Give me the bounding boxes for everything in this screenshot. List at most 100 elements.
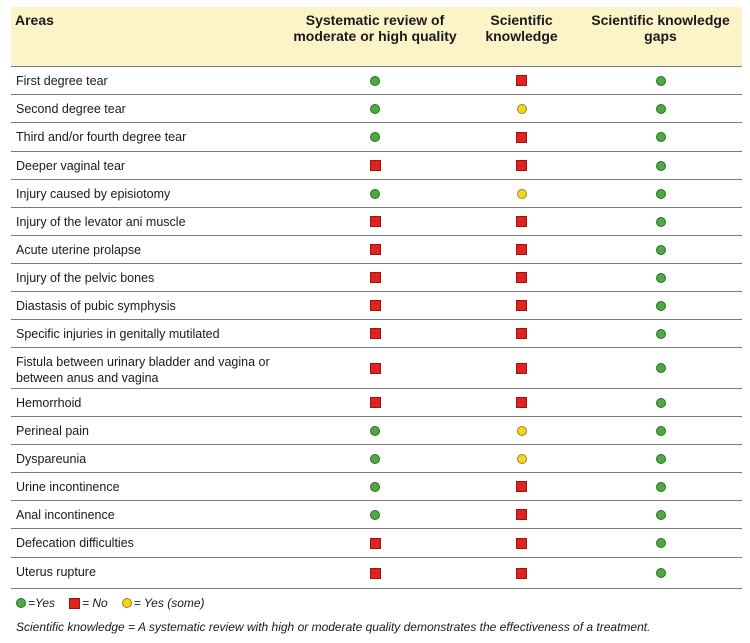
red-square-icon — [516, 244, 527, 255]
cell-systematic-review — [286, 67, 464, 94]
table-row: Injury caused by episiotomy — [11, 180, 742, 208]
table-row: Defecation difficulties — [11, 529, 742, 558]
cell-systematic-review — [286, 236, 464, 263]
row-area-label: Anal incontinence — [16, 508, 115, 522]
table-row: Perineal pain — [11, 417, 742, 445]
row-area-label: Perineal pain — [16, 424, 89, 438]
row-area-label: Fistula between urinary bladder and vagi… — [16, 355, 270, 385]
row-area-label: Diastasis of pubic symphysis — [16, 299, 176, 313]
green-circle-icon — [655, 328, 666, 339]
cell-scientific-knowledge — [464, 473, 579, 500]
green-circle-icon — [370, 509, 380, 520]
row-area-label: Acute uterine prolapse — [16, 243, 142, 257]
table-row: Acute uterine prolapse — [11, 236, 742, 264]
row-area-label: Urine incontinence — [16, 480, 120, 494]
cell-scientific-knowledge — [464, 264, 579, 291]
table-row: Specific injuries in genitally mutilated — [11, 320, 742, 348]
legend-yes-icon — [16, 598, 26, 608]
cell-knowledge-gaps — [579, 292, 742, 319]
cell-systematic-review — [286, 264, 464, 291]
table-row: Uterus rupture — [11, 558, 742, 589]
red-square-icon — [369, 216, 381, 227]
red-square-icon — [516, 481, 527, 492]
cell-knowledge-gaps — [579, 180, 742, 207]
red-square-icon — [516, 537, 527, 549]
row-area-label: Second degree tear — [16, 102, 126, 116]
green-circle-icon — [655, 397, 666, 408]
green-circle-icon — [370, 453, 380, 464]
cell-systematic-review — [286, 417, 464, 444]
red-square-icon — [369, 328, 381, 339]
header-knowledge-gaps: Scientific knowledge gaps — [591, 12, 730, 44]
cell-systematic-review — [286, 389, 464, 416]
cell-knowledge-gaps — [579, 320, 742, 347]
table-row: First degree tear — [11, 67, 742, 95]
cell-scientific-knowledge — [464, 389, 579, 416]
cell-scientific-knowledge — [464, 501, 579, 528]
cell-scientific-knowledge — [464, 152, 579, 179]
cell-systematic-review — [286, 348, 464, 388]
cell-systematic-review — [286, 445, 464, 472]
cell-knowledge-gaps — [579, 236, 742, 263]
green-circle-icon — [655, 244, 666, 255]
cell-systematic-review — [286, 208, 464, 235]
cell-knowledge-gaps — [579, 208, 742, 235]
red-square-icon — [369, 300, 381, 311]
legend-some-icon — [121, 598, 132, 608]
cell-knowledge-gaps — [579, 529, 742, 557]
table-row: Third and/or fourth degree tear — [11, 123, 742, 152]
green-circle-icon — [655, 132, 666, 142]
cell-knowledge-gaps — [579, 264, 742, 291]
cell-knowledge-gaps — [579, 417, 742, 444]
row-area-label: First degree tear — [16, 74, 108, 88]
header-areas: Areas — [15, 12, 54, 28]
cell-knowledge-gaps — [579, 95, 742, 122]
row-area-label: Third and/or fourth degree tear — [16, 130, 187, 144]
green-circle-icon — [655, 75, 666, 86]
red-square-icon — [369, 567, 381, 579]
footnote: Scientific knowledge = A systematic revi… — [16, 620, 651, 634]
cell-knowledge-gaps — [579, 67, 742, 94]
red-square-icon — [516, 509, 527, 520]
cell-scientific-knowledge — [464, 445, 579, 472]
table-row: Injury of the pelvic bones — [11, 264, 742, 292]
row-area-label: Hemorrhoid — [16, 396, 82, 410]
cell-systematic-review — [286, 180, 464, 207]
cell-systematic-review — [286, 152, 464, 179]
table-body: First degree tear Second degree tear Third… — [11, 67, 742, 589]
legend-some-label: = Yes (some) — [133, 596, 205, 610]
row-area-label: Injury caused by episiotomy — [16, 187, 171, 201]
green-circle-icon — [655, 453, 666, 464]
green-circle-icon — [655, 568, 666, 578]
red-square-icon — [369, 160, 381, 171]
table-row: Urine incontinence — [11, 473, 742, 501]
red-square-icon — [369, 397, 381, 408]
green-circle-icon — [655, 538, 666, 548]
row-area-label: Uterus rupture — [16, 565, 96, 579]
cell-systematic-review — [286, 529, 464, 557]
green-circle-icon — [370, 103, 380, 114]
cell-scientific-knowledge — [464, 292, 579, 319]
green-circle-icon — [655, 272, 666, 283]
yellow-circle-icon — [516, 453, 527, 464]
green-circle-icon — [655, 103, 666, 114]
red-square-icon — [516, 362, 527, 374]
red-square-icon — [516, 75, 527, 86]
cell-scientific-knowledge — [464, 123, 579, 151]
row-area-label: Defecation difficulties — [16, 536, 134, 550]
cell-scientific-knowledge — [464, 558, 579, 588]
cell-scientific-knowledge — [464, 348, 579, 388]
cell-scientific-knowledge — [464, 67, 579, 94]
header-systematic-review: Systematic review of moderate or high qu… — [293, 12, 457, 44]
red-square-icon — [516, 328, 527, 339]
cell-scientific-knowledge — [464, 180, 579, 207]
red-square-icon — [369, 272, 381, 283]
table-header: Areas Systematic review of moderate or h… — [11, 7, 742, 67]
row-area-label: Deeper vaginal tear — [16, 159, 126, 173]
cell-knowledge-gaps — [579, 152, 742, 179]
green-circle-icon — [655, 216, 666, 227]
green-circle-icon — [655, 481, 666, 492]
cell-scientific-knowledge — [464, 208, 579, 235]
yellow-circle-icon — [516, 188, 527, 199]
cell-systematic-review — [286, 558, 464, 588]
